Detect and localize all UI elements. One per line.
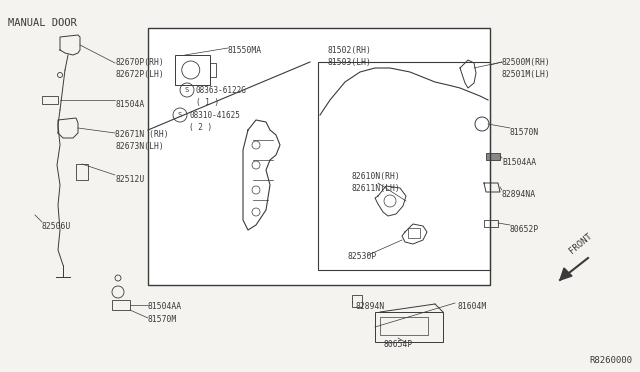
Text: 82500M(RH)
82501M(LH): 82500M(RH) 82501M(LH) [502,58,551,79]
Polygon shape [560,268,572,280]
Text: 81550MA: 81550MA [228,46,262,55]
Text: 81504A: 81504A [115,100,144,109]
Text: S: S [185,87,189,93]
Bar [210,63,216,77]
Text: 80652P: 80652P [510,225,540,234]
Bar [380,317,428,335]
Bar [375,312,443,342]
Text: 81570M: 81570M [148,315,177,324]
Bar [42,96,58,104]
Bar [175,55,210,85]
Bar [484,220,498,227]
Bar [76,164,88,180]
Text: R8260000: R8260000 [589,356,632,365]
Bar [486,153,500,160]
Text: 81502(RH)
81503(LH): 81502(RH) 81503(LH) [328,46,372,67]
Text: 81570N: 81570N [510,128,540,137]
Text: 82530P: 82530P [348,252,377,261]
Text: 80654P: 80654P [383,340,413,349]
Text: 81604M: 81604M [458,302,487,311]
Text: FRONT: FRONT [568,232,595,256]
Text: 82671N (RH)
82673N(LH): 82671N (RH) 82673N(LH) [115,130,168,151]
Text: 08310-41625
( 2 ): 08310-41625 ( 2 ) [189,111,240,132]
Bar [408,228,420,238]
Bar [112,300,130,310]
Bar [318,62,490,270]
Bar [148,28,490,285]
Text: 82512U: 82512U [115,175,144,184]
Bar [148,28,490,285]
Text: B1504AA: B1504AA [502,158,536,167]
Text: 82894N: 82894N [355,302,384,311]
Text: 81504AA: 81504AA [148,302,182,311]
Text: 82894NA: 82894NA [502,190,536,199]
Bar [352,295,362,307]
Text: 82670P(RH)
82672P(LH): 82670P(RH) 82672P(LH) [115,58,164,79]
Text: MANUAL DOOR: MANUAL DOOR [8,18,77,28]
Text: 82506U: 82506U [42,222,71,231]
Text: S: S [178,112,182,118]
Text: 82610N(RH)
82611N(LH): 82610N(RH) 82611N(LH) [352,172,401,193]
Text: 08363-6122G
( 1 ): 08363-6122G ( 1 ) [196,86,247,107]
